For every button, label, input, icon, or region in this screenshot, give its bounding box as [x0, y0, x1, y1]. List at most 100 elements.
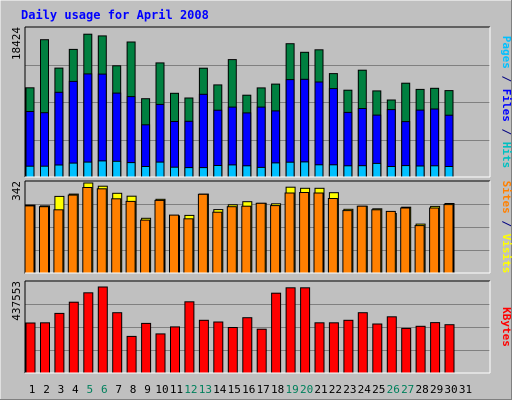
series-axis-label: KBytes: [500, 307, 512, 347]
bar-sites-24: [356, 205, 367, 274]
bar-pages-21: [314, 164, 324, 178]
x-tick-label: 12: [184, 383, 197, 396]
panel-visits-sites: 342 Sites / Visits: [10, 180, 512, 274]
axis-label-part: /: [500, 214, 512, 234]
bar-pages-5: [83, 161, 93, 178]
x-tick-label: 2: [43, 383, 50, 396]
bar-files-21: [314, 81, 324, 178]
bar-sites-17: [255, 202, 266, 274]
bar-pages-28: [415, 165, 425, 178]
x-tick-label: 14: [213, 383, 227, 396]
x-tick-label: 18: [271, 383, 284, 396]
x-tick-label: 21: [314, 383, 327, 396]
y-max-label: 342: [10, 181, 23, 201]
bar-pages-3: [54, 164, 64, 178]
axis-label-part: Hits: [500, 142, 512, 169]
bar-kbytes-7: [112, 312, 123, 374]
axis-label-part: KBytes: [500, 307, 512, 347]
bar-sites-15: [226, 206, 237, 274]
x-tick-label: 28: [415, 383, 428, 396]
bar-kbytes-5: [83, 292, 94, 374]
panel-hits-files-pages: 18424 Pages / Files / Hits: [10, 26, 512, 178]
bar-pages-18: [271, 162, 281, 178]
bar-pages-1: [25, 165, 35, 178]
bar-kbytes-20: [300, 287, 311, 374]
axis-label-part: Visits: [500, 234, 512, 274]
x-tick-label: 19: [285, 383, 298, 396]
x-tick-label: 17: [257, 383, 270, 396]
x-tick-label: 15: [228, 383, 241, 396]
bar-pages-9: [141, 166, 151, 178]
bar-sites-18: [270, 205, 281, 274]
x-tick-label: 5: [86, 383, 93, 396]
bar-pages-19: [285, 161, 295, 178]
bar-pages-12: [184, 167, 194, 178]
x-tick-label: 20: [300, 383, 313, 396]
bar-files-13: [198, 93, 208, 178]
bar-kbytes-13: [198, 319, 209, 374]
bar-files-22: [328, 88, 338, 178]
x-axis-labels: 1 2 3 4 5 6 7 8 9 10 11 12 13 14 15 16 17 18 19 20 21 22 23 24 2…: [29, 383, 472, 396]
x-tick-label: 26: [387, 383, 400, 396]
bar-pages-24: [357, 165, 367, 178]
bar-kbytes-15: [227, 327, 238, 374]
series-kbytes: [25, 286, 455, 374]
x-tick-label: 13: [199, 383, 212, 396]
bar-sites-25: [371, 209, 382, 274]
bar-kbytes-4: [68, 301, 79, 374]
x-tick-label: 11: [170, 383, 183, 396]
bar-kbytes-3: [54, 312, 65, 374]
series-axis-label: Sites / Visits: [500, 181, 512, 274]
bar-kbytes-6: [97, 286, 108, 374]
bar-pages-13: [198, 167, 208, 178]
bar-kbytes-11: [170, 326, 180, 374]
x-tick-label: 27: [401, 383, 414, 396]
bar-sites-21: [313, 192, 324, 274]
bar-kbytes-1: [25, 322, 36, 374]
bar-sites-14: [212, 211, 223, 274]
bar-pages-8: [126, 162, 136, 178]
panel-kbytes: 437553 KBytes: [10, 280, 512, 374]
bar-kbytes-9: [141, 322, 152, 374]
bar-sites-2: [39, 206, 49, 274]
bar-pages-15: [227, 164, 237, 178]
axis-label-part: Pages: [500, 36, 512, 69]
bar-pages-16: [242, 165, 252, 178]
bar-sites-20: [299, 192, 310, 274]
x-tick-label: 6: [101, 383, 108, 396]
bar-sites-9: [140, 219, 151, 274]
bar-kbytes-22: [328, 322, 339, 374]
x-tick-label: 30: [444, 383, 457, 396]
bar-sites-23: [342, 210, 353, 274]
bar-sites-11: [169, 214, 179, 274]
axis-label-part: Files: [500, 89, 512, 122]
bar-pages-2: [40, 165, 49, 178]
bar-kbytes-28: [415, 325, 426, 374]
chart-panels: 18424 Pages / Files / Hits 342 Sites / Visi…: [10, 26, 512, 374]
bar-kbytes-25: [372, 323, 383, 374]
bar-pages-22: [328, 164, 338, 178]
bar-pages-30: [444, 166, 454, 178]
bar-kbytes-10: [155, 333, 166, 374]
x-tick-label: 23: [343, 383, 356, 396]
bar-pages-27: [401, 165, 411, 178]
bar-sites-7: [111, 198, 122, 274]
bar-sites-4: [67, 194, 78, 274]
axis-label-part: /: [500, 122, 512, 142]
bar-sites-12: [183, 218, 194, 274]
y-max-label: 18424: [10, 27, 23, 60]
x-tick-label: 1: [29, 383, 36, 396]
bar-kbytes-27: [401, 327, 412, 374]
x-tick-label: 8: [130, 383, 137, 396]
chart-title: Daily usage for April 2008: [21, 8, 209, 22]
bar-kbytes-30: [444, 324, 455, 374]
bar-kbytes-18: [271, 292, 282, 374]
bar-kbytes-23: [343, 319, 354, 374]
bar-pages-10: [155, 161, 165, 178]
bar-pages-17: [256, 166, 266, 178]
bar-kbytes-8: [126, 335, 137, 374]
x-tick-label: 4: [72, 383, 79, 396]
bar-kbytes-12: [184, 301, 195, 374]
bar-sites-16: [241, 205, 252, 274]
x-tick-label: 3: [58, 383, 65, 396]
